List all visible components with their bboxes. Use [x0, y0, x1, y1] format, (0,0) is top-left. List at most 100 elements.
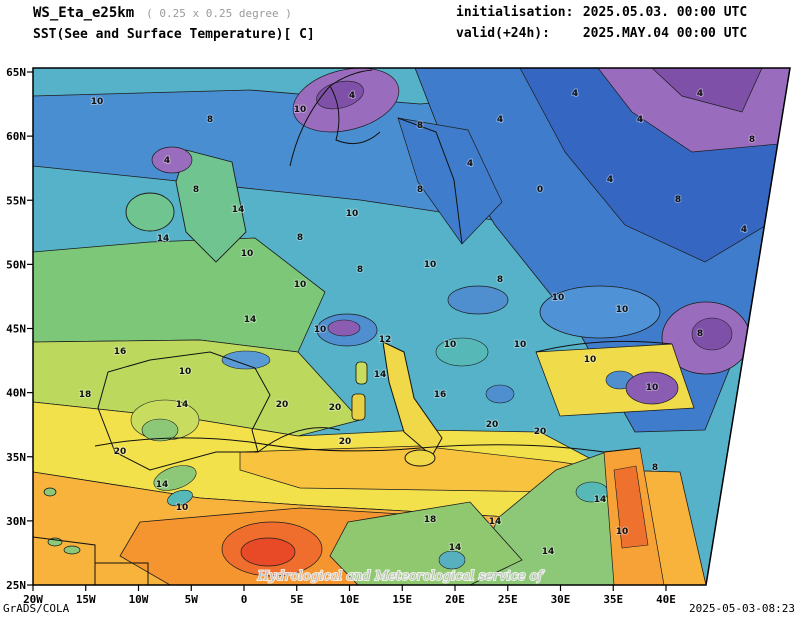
mild-west-europe-region — [33, 146, 326, 353]
lon-label: 0 — [241, 593, 248, 606]
contour-label: 4 — [497, 115, 503, 125]
contour-label: 10 — [294, 280, 307, 290]
grads-credit: GrADS/COLA — [3, 602, 70, 615]
lon-label: 20W — [23, 593, 43, 606]
contour-label: 20 — [276, 400, 289, 410]
contour-label: 10 — [91, 97, 104, 107]
contour-label: 8 — [697, 329, 703, 339]
lat-label: 30N — [6, 515, 26, 528]
contour-label: 14 — [176, 400, 189, 410]
contour-label: 8 — [297, 233, 303, 243]
contour-label: 10 — [314, 325, 327, 335]
contour-label: 8 — [749, 135, 755, 145]
lat-label: 40N — [6, 387, 26, 400]
lat-label: 50N — [6, 258, 26, 271]
contour-label: 18 — [79, 390, 92, 400]
map-frame — [32, 67, 791, 586]
contour-label: 10 — [584, 355, 597, 365]
lat-label: 65N — [6, 66, 26, 79]
contour-label: 16 — [114, 347, 127, 357]
coastlines — [33, 69, 673, 585]
lon-label: 35E — [603, 593, 623, 606]
contour-label: 16 — [434, 390, 447, 400]
contour-labels: 10 8 10 4 8 4 4 4 4 8 4 8 14 14 10 8 10 8 4 0 4 8 4 10 8 10 8 10 10 8… — [78, 88, 756, 585]
lon-label: 15W — [76, 593, 96, 606]
contour-label: 4 — [349, 91, 355, 101]
lon-label: 20E — [445, 593, 465, 606]
lon-label: 10E — [340, 593, 360, 606]
contour-label: 8 — [417, 121, 423, 131]
contour-label: 4 — [697, 89, 703, 99]
contour-label: 10 — [176, 503, 189, 513]
contour-label: 10 — [294, 105, 307, 115]
contour-label: 4 — [607, 175, 613, 185]
cold-northeast-region — [292, 68, 790, 433]
contour-label: 0 — [537, 185, 543, 195]
contour-label: 10 — [616, 527, 629, 537]
valid-label: valid(+24h): — [456, 26, 550, 41]
init-value: 2025.05.03. 00:00 UTC — [582, 5, 748, 20]
contour-label: 10 — [179, 367, 192, 377]
contour-label: 10 — [444, 340, 457, 350]
valid-value: 2025.MAY.04 00:00 UTC — [582, 26, 748, 41]
contour-label: 14 — [449, 543, 462, 553]
contour-label: 8 — [207, 115, 213, 125]
lat-label: 45N — [6, 323, 26, 336]
contour-label: 14 — [594, 495, 607, 505]
lon-label: 5W — [185, 593, 199, 606]
lat-label: 55N — [6, 194, 26, 207]
contour-label: 18 — [424, 515, 437, 525]
contour-label: 8 — [357, 265, 363, 275]
contour-label: 4 — [637, 115, 643, 125]
contour-label: 10 — [646, 383, 659, 393]
contour-label: 4 — [164, 156, 170, 166]
lon-label: 30E — [551, 593, 571, 606]
lat-label: 60N — [6, 130, 26, 143]
init-label: initialisation: — [456, 5, 574, 20]
watermark-text: Hydrological and Meteorological service … — [257, 569, 545, 584]
contour-label: 10 — [424, 260, 437, 270]
contour-label: 10 — [346, 209, 359, 219]
contour-label: 20 — [534, 427, 547, 437]
lon-label: 25E — [498, 593, 518, 606]
model-name: WS_Eta_e25km — [33, 5, 135, 21]
grid-resolution: ( 0.25 x 0.25 degree ) — [146, 7, 292, 20]
field-title: SST(See and Surface Temperature)[ C] — [33, 27, 315, 42]
contour-label: 14 — [489, 517, 502, 527]
contour-label: 10 — [616, 305, 629, 315]
lon-label: 5E — [290, 593, 303, 606]
header-right: initialisation: 2025.05.03. 00:00 UTC va… — [456, 5, 747, 47]
header-left: WS_Eta_e25km ( 0.25 x 0.25 degree ) SST(S… — [33, 5, 315, 42]
contour-label: 14 — [157, 234, 170, 244]
lon-label: 40E — [656, 593, 676, 606]
contour-label: 4 — [572, 89, 578, 99]
contour-label: 14 — [542, 547, 555, 557]
temperature-field: 10 8 10 4 8 4 4 4 4 8 4 8 14 14 10 8 10 8 4 0 4 8 4 10 8 10 8 10 10 8… — [33, 68, 790, 585]
southeast-region — [329, 447, 665, 585]
contour-label: 4 — [741, 225, 747, 235]
anatolia-blacksea-region — [535, 285, 695, 417]
contour-label: 10 — [241, 249, 254, 259]
contour-label: 12 — [379, 335, 392, 345]
contour-label: 10 — [514, 340, 527, 350]
lat-label: 35N — [6, 451, 26, 464]
mountain-and-island-features — [43, 285, 515, 555]
lon-label: 15E — [392, 593, 412, 606]
contour-label: 4 — [467, 159, 473, 169]
contour-label: 8 — [497, 275, 503, 285]
lon-label: 10W — [129, 593, 149, 606]
contour-label: 14 — [244, 315, 257, 325]
contour-label: 8 — [417, 185, 423, 195]
contour-label: 14 — [156, 480, 169, 490]
contour-label: 8 — [675, 195, 681, 205]
contour-label: 14 — [374, 370, 387, 380]
contour-label: 14 — [232, 205, 245, 215]
lat-label: 25N — [6, 579, 26, 592]
contour-label: 8 — [652, 463, 658, 473]
contour-label: 8 — [193, 185, 199, 195]
creation-timestamp: 2025-05-03-08:23 — [689, 602, 795, 615]
contour-label: 20 — [486, 420, 499, 430]
contour-label: 20 — [114, 447, 127, 457]
